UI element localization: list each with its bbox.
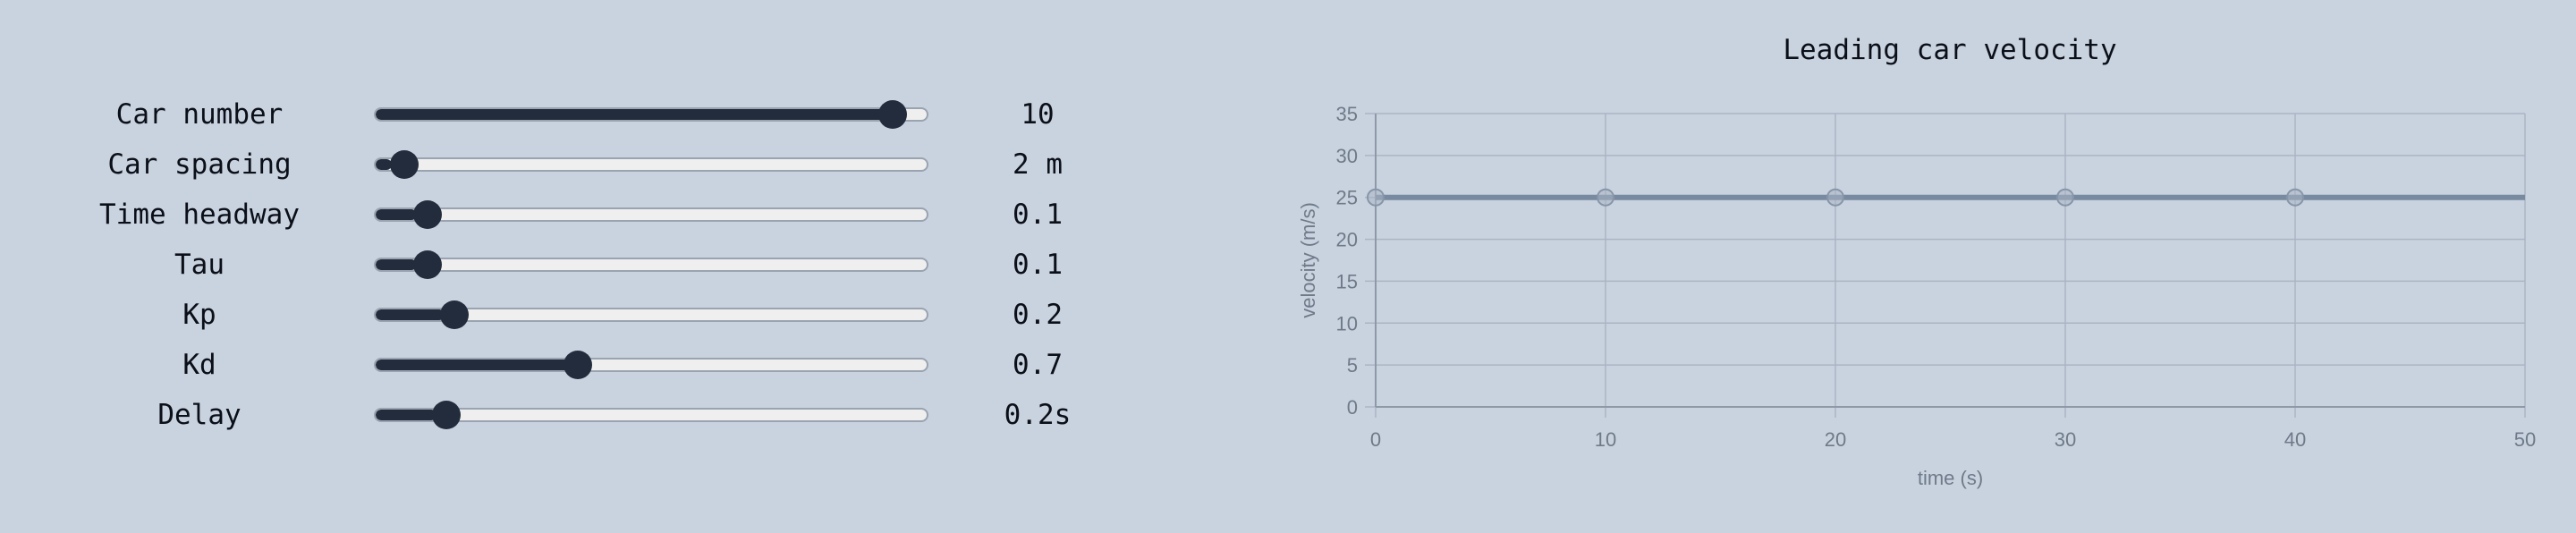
- data-point: [1367, 188, 1385, 207]
- x-tick-label: 0: [1370, 428, 1381, 451]
- slider-label-tau: Tau: [174, 249, 225, 281]
- slider-value-delay: 0.2s: [1004, 399, 1072, 431]
- slider-row-car-number: Car number 10: [0, 89, 1163, 140]
- slider-track-tau[interactable]: [374, 258, 928, 272]
- slider-fill-tau: [376, 259, 418, 270]
- slider-value-car-spacing: 2 m: [1013, 148, 1063, 181]
- slider-fill-delay: [376, 410, 436, 420]
- chart-title: Leading car velocity: [1783, 34, 2117, 66]
- y-tick-label: 20: [1336, 229, 1358, 251]
- slider-thumb-kd[interactable]: [563, 351, 592, 379]
- x-tick-label: 40: [2284, 428, 2306, 451]
- slider-thumb-car-number[interactable]: [878, 100, 908, 129]
- slider-thumb-delay[interactable]: [431, 401, 461, 429]
- slider-thumb-car-spacing[interactable]: [389, 150, 419, 179]
- y-tick-label: 30: [1336, 145, 1358, 167]
- y-tick-label: 5: [1347, 354, 1358, 376]
- data-point: [1826, 188, 1844, 207]
- x-tick-label: 10: [1595, 428, 1616, 451]
- data-point: [2286, 188, 2304, 207]
- slider-value-car-number: 10: [1021, 98, 1055, 131]
- slider-fill-kd: [376, 360, 574, 370]
- slider-row-kd: Kd 0.7: [0, 340, 1163, 390]
- y-tick-label: 10: [1336, 312, 1358, 334]
- slider-track-kd[interactable]: [374, 358, 928, 372]
- slider-track-delay[interactable]: [374, 408, 928, 422]
- slider-row-time-headway: Time headway 0.1: [0, 190, 1163, 240]
- slider-row-kp: Kp 0.2: [0, 290, 1163, 340]
- y-tick-label: 0: [1347, 396, 1358, 419]
- slider-label-time-headway: Time headway: [99, 199, 300, 231]
- data-point: [2056, 188, 2074, 207]
- slider-track-car-number[interactable]: [374, 107, 928, 122]
- x-tick-label: 50: [2514, 428, 2536, 451]
- slider-value-kp: 0.2: [1013, 299, 1063, 331]
- slider-track-car-spacing[interactable]: [374, 157, 928, 172]
- slider-label-car-spacing: Car spacing: [107, 148, 292, 181]
- slider-row-car-spacing: Car spacing 2 m: [0, 140, 1163, 190]
- data-point: [1597, 188, 1614, 207]
- slider-thumb-kp[interactable]: [439, 300, 469, 329]
- y-tick-label: 25: [1336, 187, 1358, 209]
- x-tick-label: 30: [2055, 428, 2076, 451]
- slider-fill-car-spacing: [376, 159, 393, 170]
- slider-label-kp: Kp: [182, 299, 216, 331]
- y-tick-label: 15: [1336, 270, 1358, 292]
- slider-track-kp[interactable]: [374, 308, 928, 322]
- slider-row-tau: Tau 0.1: [0, 240, 1163, 290]
- slider-label-car-number: Car number: [115, 98, 284, 131]
- slider-thumb-time-headway[interactable]: [413, 200, 443, 229]
- slider-fill-car-number: [376, 109, 905, 120]
- slider-label-kd: Kd: [182, 349, 216, 381]
- slider-track-time-headway[interactable]: [374, 207, 928, 222]
- slider-value-kd: 0.7: [1013, 349, 1063, 381]
- slider-value-tau: 0.1: [1013, 249, 1063, 281]
- slider-thumb-tau[interactable]: [413, 250, 443, 279]
- slider-fill-time-headway: [376, 209, 418, 220]
- y-axis-label: velocity (m/s): [1297, 202, 1319, 318]
- slider-panel: Car number 10 Car spacing 2 m Time headway 0.…: [0, 0, 1163, 533]
- y-tick-label: 35: [1336, 103, 1358, 125]
- x-tick-label: 20: [1825, 428, 1846, 451]
- slider-row-delay: Delay 0.2s: [0, 390, 1163, 440]
- slider-value-time-headway: 0.1: [1013, 199, 1063, 231]
- slider-label-delay: Delay: [157, 399, 242, 431]
- slider-fill-kp: [376, 309, 445, 320]
- x-axis-label: time (s): [1918, 467, 1983, 489]
